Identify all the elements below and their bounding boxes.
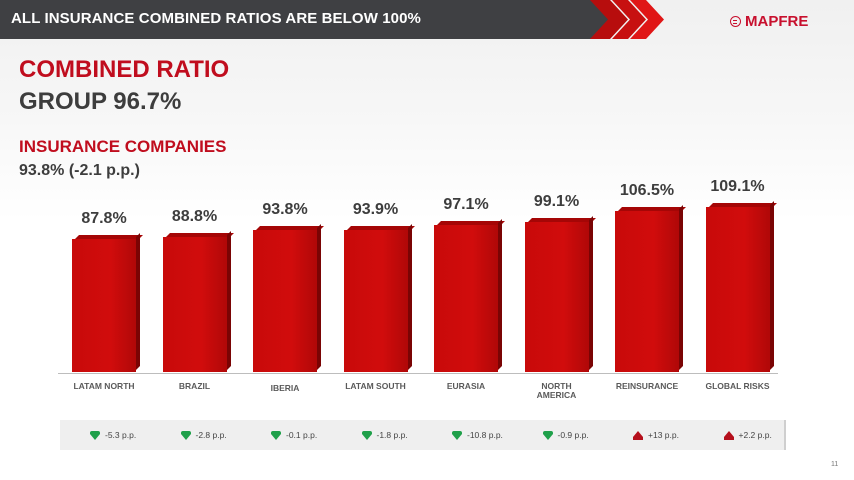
- bar-iberia: [253, 229, 317, 372]
- bar-global-risks: [705, 207, 770, 372]
- page-number: 11: [831, 461, 839, 468]
- change-value: -0.9 p.p.: [557, 430, 589, 440]
- change-indicator: -0.1 p.p.: [271, 430, 317, 440]
- bar-value-label: 93.9%: [352, 200, 399, 218]
- change-value: -0.1 p.p.: [286, 430, 318, 440]
- increase-arrow-icon: [723, 430, 734, 440]
- bar-eurasia: [434, 225, 498, 372]
- category-label-line: LATAM SOUTH: [345, 381, 406, 391]
- category-label: EURASIA: [421, 382, 511, 391]
- insurance-companies-heading: INSURANCE COMPANIES: [19, 137, 227, 156]
- chart-baseline: [58, 373, 778, 374]
- insurance-companies-value: 93.8% (-2.1 p.p.): [19, 162, 140, 179]
- category-label: NORTH AMERICA: [512, 382, 602, 400]
- change-value: +13 p.p.: [648, 430, 679, 440]
- decrease-arrow-icon: [271, 430, 281, 440]
- bar-value-label: 106.5%: [619, 181, 675, 199]
- bar-latam-north: [72, 239, 136, 372]
- combined-ratio-heading: COMBINED RATIO: [19, 56, 230, 83]
- change-value: -5.3 p.p.: [105, 430, 137, 440]
- change-indicator: -10.8 p.p.: [452, 430, 503, 440]
- category-label-line: LATAM NORTH: [73, 381, 135, 391]
- bar-value-label: 99.1%: [533, 193, 580, 211]
- change-indicator: -5.3 p.p.: [90, 430, 136, 440]
- change-value: -1.8 p.p.: [376, 430, 408, 440]
- category-label: REINSURANCE: [602, 382, 692, 391]
- category-label: LATAM NORTH: [59, 382, 149, 391]
- decrease-arrow-icon: [90, 430, 100, 440]
- change-value: -2.8 p.p.: [195, 430, 227, 440]
- logo-text: MAPFRE: [745, 13, 809, 30]
- header-bar: ALL INSURANCE COMBINED RATIOS ARE BELOW …: [0, 0, 610, 39]
- category-label-line: REINSURANCE: [615, 381, 679, 391]
- change-indicator: -0.9 p.p.: [542, 430, 589, 440]
- group-ratio: GROUP 96.7%: [19, 88, 182, 115]
- decrease-arrow-icon: [180, 430, 191, 440]
- bar-value-label: 87.8%: [81, 210, 127, 227]
- change-indicator: -2.8 p.p.: [180, 430, 227, 440]
- bar-brazil: [162, 237, 227, 372]
- category-label-line: NORTH: [541, 381, 572, 391]
- change-indicator: -1.8 p.p.: [361, 430, 408, 440]
- increase-arrow-icon: [633, 430, 643, 440]
- category-label-line: GLOBAL RISKS: [705, 381, 770, 391]
- bar-value-label: 97.1%: [443, 196, 489, 214]
- header-title: ALL INSURANCE COMBINED RATIOS ARE BELOW …: [11, 10, 421, 27]
- decrease-arrow-icon: [542, 430, 553, 440]
- bar-value-label: 109.1%: [710, 178, 765, 195]
- bar-value-label: 88.8%: [171, 208, 218, 226]
- change-value: -10.8 p.p.: [467, 430, 503, 440]
- bar-north-america: [524, 222, 589, 372]
- category-label-line: IBERIA: [270, 383, 300, 393]
- category-label: GLOBAL RISKS: [693, 382, 783, 391]
- category-label: BRAZIL: [150, 382, 240, 391]
- decrease-arrow-icon: [361, 430, 372, 440]
- decrease-arrow-icon: [452, 430, 462, 440]
- bar-latam-south: [343, 229, 408, 372]
- chevron-arrows-icon: [590, 0, 664, 39]
- category-label: IBERIA: [240, 384, 330, 393]
- bar-value-label: 93.8%: [262, 200, 308, 218]
- change-indicator: +13 p.p.: [633, 430, 679, 440]
- category-label-line: EURASIA: [446, 381, 486, 391]
- mapfre-logo: MAPFRE: [730, 13, 808, 30]
- category-label-line: BRAZIL: [178, 381, 211, 391]
- category-label-line: AMERICA: [536, 390, 577, 400]
- change-indicator: +2.2 p.p.: [723, 430, 772, 440]
- change-value: +2.2 p.p.: [738, 430, 772, 440]
- bar-reinsurance: [615, 210, 679, 372]
- mapfre-logo-icon: [730, 16, 741, 27]
- category-label: LATAM SOUTH: [331, 382, 421, 391]
